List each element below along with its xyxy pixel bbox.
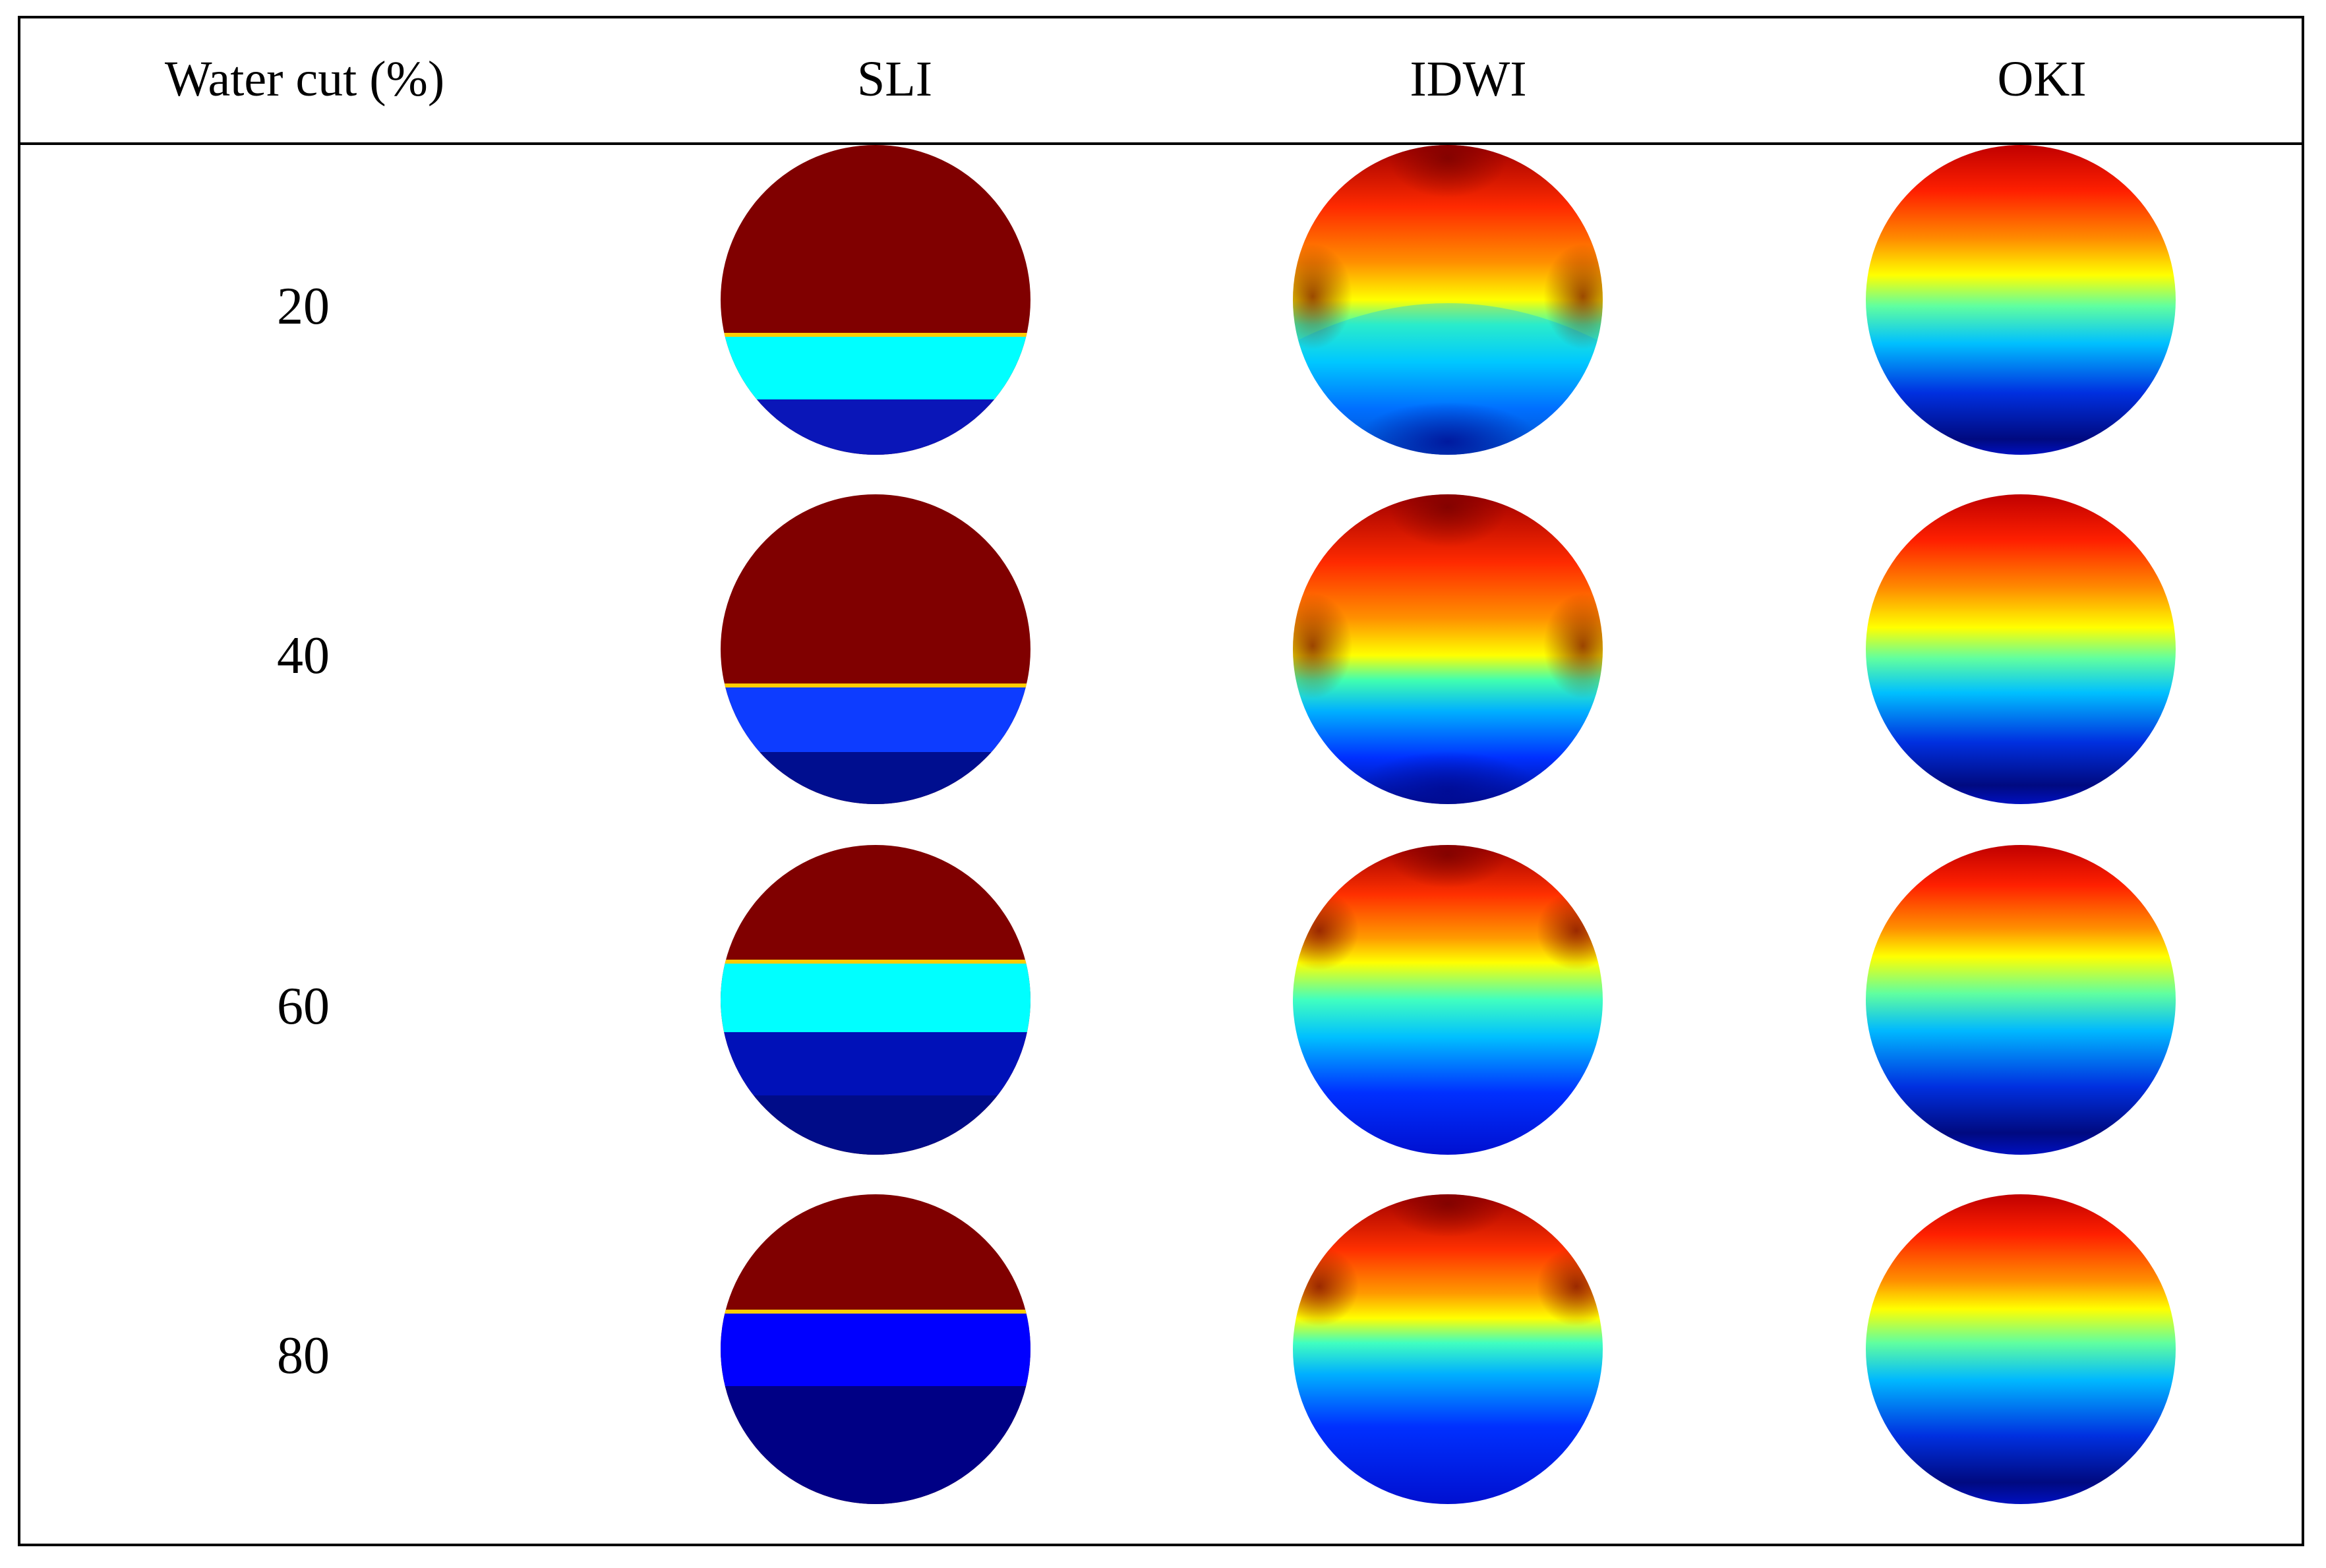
sli-disk-40 <box>721 494 1030 804</box>
row-label-20: 20 <box>277 277 330 335</box>
row-label-40: 40 <box>277 626 330 685</box>
oki-disk-80 <box>1866 1194 2176 1504</box>
table-header: Water cut (%) SLI IDWI OKI <box>18 16 2304 142</box>
table-frame <box>18 16 2304 1546</box>
row-label-80: 80 <box>277 1326 330 1385</box>
idwi-disk-40 <box>1293 494 1603 804</box>
oki-disk-40 <box>1866 494 2176 804</box>
header-divider <box>18 142 2304 145</box>
sli-disk-20 <box>721 145 1030 455</box>
idwi-disk-60 <box>1293 845 1603 1155</box>
header-oki: OKI <box>1997 51 2087 107</box>
header-water-cut: Water cut (%) <box>164 51 445 107</box>
sli-disk-60 <box>721 845 1030 1155</box>
sli-disk-80 <box>721 1194 1030 1504</box>
idwi-disk-80 <box>1293 1194 1603 1504</box>
header-idwi: IDWI <box>1410 51 1527 107</box>
idwi-disk-20 <box>1293 145 1603 455</box>
oki-disk-20 <box>1866 145 2176 455</box>
oki-disk-60 <box>1866 845 2176 1155</box>
row-label-60: 60 <box>277 977 330 1035</box>
header-sli: SLI <box>857 51 932 107</box>
